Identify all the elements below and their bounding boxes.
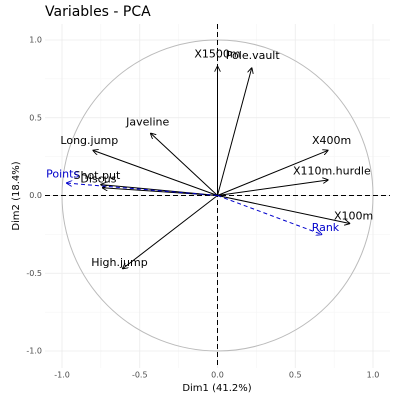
arrow (67, 183, 218, 196)
arrow (123, 195, 218, 269)
arrow (217, 68, 252, 196)
x-tick-label: -1.0 (54, 371, 70, 380)
variable-label: X1500m (194, 47, 240, 60)
y-tick-label: 0.0 (29, 191, 42, 200)
arrow (217, 150, 328, 196)
arrow (93, 150, 218, 196)
arrow (217, 195, 322, 235)
variable-label: Discus (80, 172, 116, 185)
variable-label: Points (46, 168, 79, 181)
y-tick-label: -0.5 (26, 269, 42, 278)
chart-title: Variables - PCA (45, 4, 151, 20)
x-tick-label: 0.5 (289, 371, 302, 380)
arrow (151, 133, 218, 196)
variable-label: Long.jump (60, 134, 118, 147)
variable-label: Javeline (125, 116, 169, 129)
arrow (102, 188, 218, 196)
y-tick-label: 0.5 (29, 113, 42, 122)
arrow (217, 195, 350, 224)
variable-label: X110m.hurdle (293, 164, 371, 177)
x-tick-label: 1.0 (367, 371, 380, 380)
variable-label: X100m (334, 209, 373, 222)
y-tick-label: 1.0 (29, 36, 42, 45)
variable-label: Shot.put (74, 169, 121, 182)
variable-label: Pole.vault (226, 49, 281, 62)
y-tick-label: -1.0 (26, 347, 42, 356)
y-axis-label: Dim2 (18.4%) (11, 161, 22, 230)
variable-label: High.jump (91, 256, 148, 269)
grid: -1.0 -0.5 0.0 0.5 1.0 -1.0 -0.5 0.0 0.5 1.0 (26, 24, 390, 380)
arrow (217, 180, 328, 196)
x-tick-label: 0.0 (211, 371, 224, 380)
variable-label: X400m (312, 134, 351, 147)
variable-label: Rank (312, 221, 340, 234)
x-tick-label: -0.5 (132, 371, 148, 380)
x-axis-label: Dim1 (41.2%) (182, 383, 251, 394)
